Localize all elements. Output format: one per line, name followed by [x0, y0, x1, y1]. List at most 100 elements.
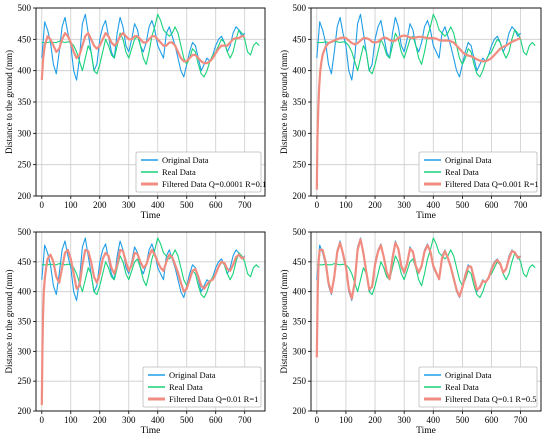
legend-label: Original Data [162, 155, 209, 165]
x-tick-label: 400 [427, 200, 441, 210]
legend-label: Original Data [445, 370, 492, 380]
x-tick-label: 100 [64, 200, 78, 210]
x-tick-label: 700 [514, 200, 528, 210]
x-tick-label: 600 [485, 200, 499, 210]
x-tick-label: 500 [456, 200, 470, 210]
x-tick-label: 100 [339, 200, 353, 210]
legend: Original Data Real Data Filtered Data Q=0.… [418, 366, 538, 408]
x-tick-label: 300 [397, 200, 411, 210]
legend-entry-original-data: Original Data [424, 370, 492, 380]
plot-frame [35, 7, 266, 197]
x-tick-label: 400 [427, 415, 441, 425]
legend-entry-real-data: Real Data [141, 167, 196, 177]
y-tick-label: 450 [18, 257, 32, 267]
y-tick-label: 250 [18, 160, 32, 170]
y-tick-label: 450 [293, 34, 307, 44]
y-tick-label: 350 [293, 97, 307, 107]
y-tick-label: 500 [293, 3, 307, 13]
legend-box [142, 366, 262, 408]
original-data-line [316, 13, 522, 81]
x-tick-label: 100 [339, 415, 353, 425]
x-tick-label: 700 [514, 415, 528, 425]
y-tick-label: 250 [293, 376, 307, 386]
legend-label: Original Data [445, 155, 492, 165]
chart-panel-1: 0 100 200 300 400 500 600 700 200 250 300 350 400 450… [4, 3, 266, 221]
plot-frame [310, 231, 542, 412]
x-tick-label: 400 [151, 200, 165, 210]
x-tick-label: 200 [368, 200, 382, 210]
x-tick-label: 500 [180, 415, 194, 425]
filtered-data-line [315, 34, 522, 190]
legend-label: Filtered Data Q=0.0001 R=0.1 [162, 179, 266, 189]
y-tick-label: 400 [18, 66, 32, 76]
y-axis-label: Distance to the ground (mm) [279, 50, 289, 154]
y-tick-label: 300 [18, 346, 32, 356]
plot-frame [310, 7, 542, 197]
x-tick-label: 700 [238, 415, 252, 425]
legend-entry-filtered-data: Filtered Data Q=0.1 R=0.5 [424, 394, 537, 404]
legend-entry-real-data: Real Data [424, 382, 479, 392]
y-tick-label: 400 [18, 287, 32, 297]
legend-box [418, 366, 538, 408]
y-tick-label: 500 [293, 227, 307, 237]
original-data-line [316, 237, 521, 302]
x-axis-label: Time [416, 211, 436, 221]
chart-panel-3: 0 100 200 300 400 500 600 700 200 250 300 350 400 450… [4, 227, 266, 436]
x-tick-label: 400 [151, 415, 165, 425]
y-tick-label: 300 [293, 128, 307, 138]
y-tick-label: 400 [293, 66, 307, 76]
x-tick-label: 500 [180, 200, 194, 210]
x-tick-label: 200 [93, 415, 107, 425]
legend: Original Data Real Data Filtered Data Q=0.… [135, 151, 266, 193]
x-tick-label: 600 [209, 415, 223, 425]
y-tick-label: 300 [293, 346, 307, 356]
legend-entry-original-data: Original Data [424, 155, 492, 165]
legend-entry-original-data: Original Data [148, 370, 216, 380]
x-tick-label: 0 [40, 200, 45, 210]
legend-entry-real-data: Real Data [424, 167, 479, 177]
legend-label: Filtered Data Q=0.001 R=1 [445, 179, 539, 189]
x-tick-label: 600 [209, 200, 223, 210]
x-tick-label: 100 [64, 415, 78, 425]
real-data-line [316, 13, 536, 78]
x-tick-label: 0 [315, 200, 320, 210]
legend-label: Real Data [162, 167, 196, 177]
legend-entry-filtered-data: Filtered Data Q=0.0001 R=0.1 [141, 179, 266, 189]
y-tick-label: 250 [18, 376, 32, 386]
x-tick-label: 500 [456, 415, 470, 425]
plot-frame [35, 231, 266, 412]
y-tick-label: 350 [293, 317, 307, 327]
y-tick-label: 400 [293, 287, 307, 297]
legend-label: Filtered Data Q=0.1 R=0.5 [445, 394, 537, 404]
x-axis-label: Time [416, 426, 436, 436]
legend-entry-filtered-data: Filtered Data Q=0.001 R=1 [424, 179, 539, 189]
chart-panel-2: 0 100 200 300 400 500 600 700 200 250 300 350 400 450… [279, 3, 542, 221]
legend: Original Data Real Data Filtered Data Q=0.… [418, 151, 539, 193]
y-tick-label: 450 [18, 34, 32, 44]
y-axis-label: Distance to the ground (mm) [279, 270, 289, 374]
legend-entry-real-data: Real Data [148, 382, 203, 392]
y-tick-label: 350 [18, 97, 32, 107]
y-tick-label: 200 [293, 191, 307, 201]
y-tick-label: 350 [18, 317, 32, 327]
legend-label: Original Data [169, 370, 216, 380]
y-tick-label: 200 [18, 191, 32, 201]
filtered-data-line [315, 238, 522, 358]
x-tick-label: 300 [397, 415, 411, 425]
x-tick-label: 600 [485, 415, 499, 425]
x-tick-label: 0 [315, 415, 320, 425]
filtered-data-line [40, 31, 245, 81]
y-axis-label: Distance to the ground (mm) [4, 270, 14, 374]
x-tick-label: 0 [40, 415, 45, 425]
chart-panel-4: 0 100 200 300 400 500 600 700 200 250 300 350 400 450… [279, 227, 542, 436]
x-tick-label: 700 [238, 200, 252, 210]
x-axis-label: Time [141, 211, 161, 221]
x-tick-label: 200 [93, 200, 107, 210]
legend: Original Data Real Data Filtered Data Q=0.… [142, 366, 262, 408]
y-tick-label: 450 [293, 257, 307, 267]
legend-entry-original-data: Original Data [141, 155, 209, 165]
y-tick-label: 200 [18, 406, 32, 416]
y-tick-label: 500 [18, 3, 32, 13]
legend-label: Real Data [445, 382, 479, 392]
